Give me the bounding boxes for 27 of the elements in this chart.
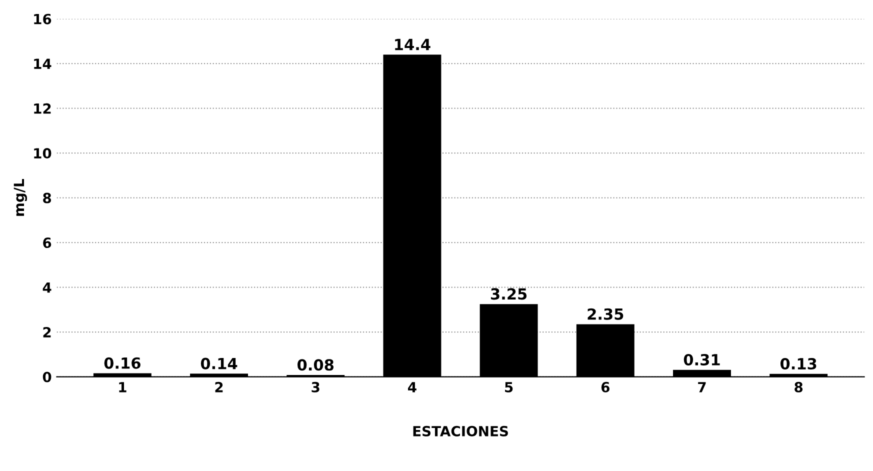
data-label: 0.13: [780, 358, 816, 370]
y-tick-label: 4: [42, 282, 52, 293]
y-tick-label: 10: [34, 148, 52, 159]
x-tick-label: 3: [312, 382, 320, 392]
y-tick-label: 0: [42, 372, 52, 382]
x-axis-title: ESTACIONES: [413, 426, 508, 436]
y-tick-label: 6: [43, 238, 52, 248]
x-tick-label: 6: [601, 382, 610, 392]
x-tick-label: 8: [794, 382, 803, 392]
data-label: 0.08: [298, 359, 334, 371]
data-label: 0.14: [200, 358, 238, 370]
y-tick-label: 8: [43, 192, 52, 204]
x-tick-label: 2: [215, 382, 223, 392]
y-tick-label: 12: [34, 103, 51, 114]
x-tick-label: 4: [408, 382, 416, 392]
y-tick-label: 16: [34, 14, 52, 24]
y-tick-label: 2: [43, 327, 51, 338]
data-label: 0.16: [104, 357, 140, 369]
data-label: 14.4: [395, 38, 430, 50]
x-tick-label: 1: [119, 382, 126, 392]
x-tick-label: 5: [505, 382, 513, 392]
x-tick-label: 7: [698, 382, 706, 392]
data-label: 0.31: [684, 354, 720, 366]
y-axis-title: mg/L: [14, 179, 27, 216]
data-label: 2.35: [588, 308, 624, 320]
data-label: 3.25: [490, 288, 527, 300]
y-tick-label: 14: [34, 58, 52, 69]
